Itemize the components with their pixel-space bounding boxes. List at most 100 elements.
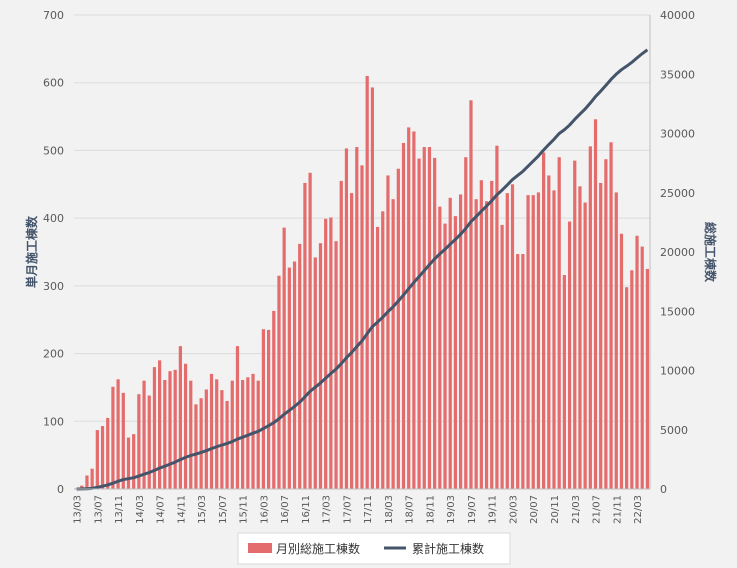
x-tick-label: 15/03: [197, 495, 208, 524]
bar: [588, 146, 592, 489]
x-tick-label: 13/11: [114, 495, 125, 524]
bar: [147, 395, 151, 489]
bar: [235, 346, 240, 489]
left-tick-label: 700: [43, 9, 64, 22]
bar: [298, 243, 302, 489]
bar: [266, 329, 271, 489]
bar: [152, 367, 157, 489]
right-tick-label: 20000: [660, 246, 695, 259]
x-tick-label: 19/07: [467, 495, 478, 524]
bar: [510, 184, 515, 490]
bar: [427, 147, 432, 490]
bar: [625, 287, 629, 489]
bar: [126, 437, 131, 489]
bar: [453, 216, 458, 490]
bar: [246, 377, 250, 489]
bar: [282, 227, 286, 489]
bar: [593, 119, 598, 489]
cumulative-line: [76, 48, 649, 491]
bar: [189, 380, 193, 489]
left-tick-label: 0: [57, 483, 64, 496]
bar: [614, 192, 618, 489]
left-tick-label: 100: [43, 415, 64, 428]
x-tick-label: 19/11: [488, 495, 499, 524]
right-tick-label: 30000: [660, 128, 695, 141]
left-tick-label: 200: [43, 348, 64, 361]
x-tick-label: 18/07: [405, 495, 416, 524]
bar: [95, 430, 99, 489]
bar: [360, 165, 364, 489]
left-axis-ticks: 0 100 200 300 400 500 600 700: [43, 9, 64, 496]
bar: [391, 199, 395, 489]
x-tick-label: 16/03: [259, 495, 270, 524]
bar: [557, 157, 561, 489]
bar: [318, 243, 323, 489]
bar: [505, 193, 509, 489]
x-tick-label: 17/03: [322, 495, 333, 524]
bar: [630, 270, 634, 489]
bar: [542, 152, 546, 489]
right-axis-title: 総施工棟数: [703, 222, 718, 283]
x-tick-label: 18/11: [425, 495, 436, 524]
bar: [287, 267, 291, 489]
bar: [204, 389, 208, 489]
bar: [495, 145, 499, 489]
cumulative-line-series: [76, 48, 649, 491]
bar: [599, 182, 603, 489]
bar: [516, 254, 520, 489]
bar: [132, 434, 136, 489]
left-tick-label: 400: [43, 212, 64, 225]
bar: [547, 175, 551, 490]
bar: [168, 371, 172, 489]
x-tick-label: 15/11: [239, 495, 250, 524]
bar: [329, 217, 333, 489]
bar: [220, 390, 224, 489]
bar: [531, 195, 535, 489]
bar: [344, 148, 349, 489]
bar: [640, 246, 644, 489]
bar: [609, 142, 613, 490]
bar: [272, 310, 276, 489]
x-tick-label: 14/07: [156, 495, 167, 524]
bar: [183, 363, 188, 489]
right-tick-label: 35000: [660, 68, 695, 81]
left-tick-label: 500: [43, 144, 64, 157]
bar: [215, 379, 219, 489]
bar: [106, 417, 110, 489]
x-tick-label: 16/11: [301, 495, 312, 524]
bar: [308, 172, 312, 489]
bar: [142, 380, 146, 489]
x-tick-label: 14/11: [176, 495, 187, 524]
bar: [619, 233, 624, 489]
bar: [100, 426, 105, 489]
bar: [448, 197, 452, 489]
bar: [350, 193, 354, 489]
bar: [241, 379, 245, 489]
bar: [90, 468, 94, 489]
x-tick-label: 22/03: [633, 495, 644, 524]
bar: [479, 180, 483, 489]
right-tick-label: 0: [660, 483, 667, 496]
bar: [381, 211, 385, 489]
bar: [443, 223, 447, 489]
right-tick-label: 5000: [660, 424, 688, 437]
bar: [111, 386, 115, 489]
bar: [474, 199, 478, 489]
bar: [469, 100, 473, 489]
bar: [339, 180, 343, 489]
bar: [464, 157, 468, 489]
bar: [438, 206, 442, 489]
bar: [484, 201, 489, 489]
bar: [562, 275, 566, 489]
x-tick-label: 21/07: [592, 495, 603, 524]
bar: [365, 75, 369, 489]
right-tick-label: 15000: [660, 305, 695, 318]
bar: [604, 159, 608, 490]
bar: [500, 224, 504, 489]
bar: [355, 147, 359, 490]
bar: [386, 175, 390, 490]
bar: [121, 392, 125, 489]
x-tick-label: 21/11: [612, 495, 623, 524]
bar: [292, 261, 297, 489]
